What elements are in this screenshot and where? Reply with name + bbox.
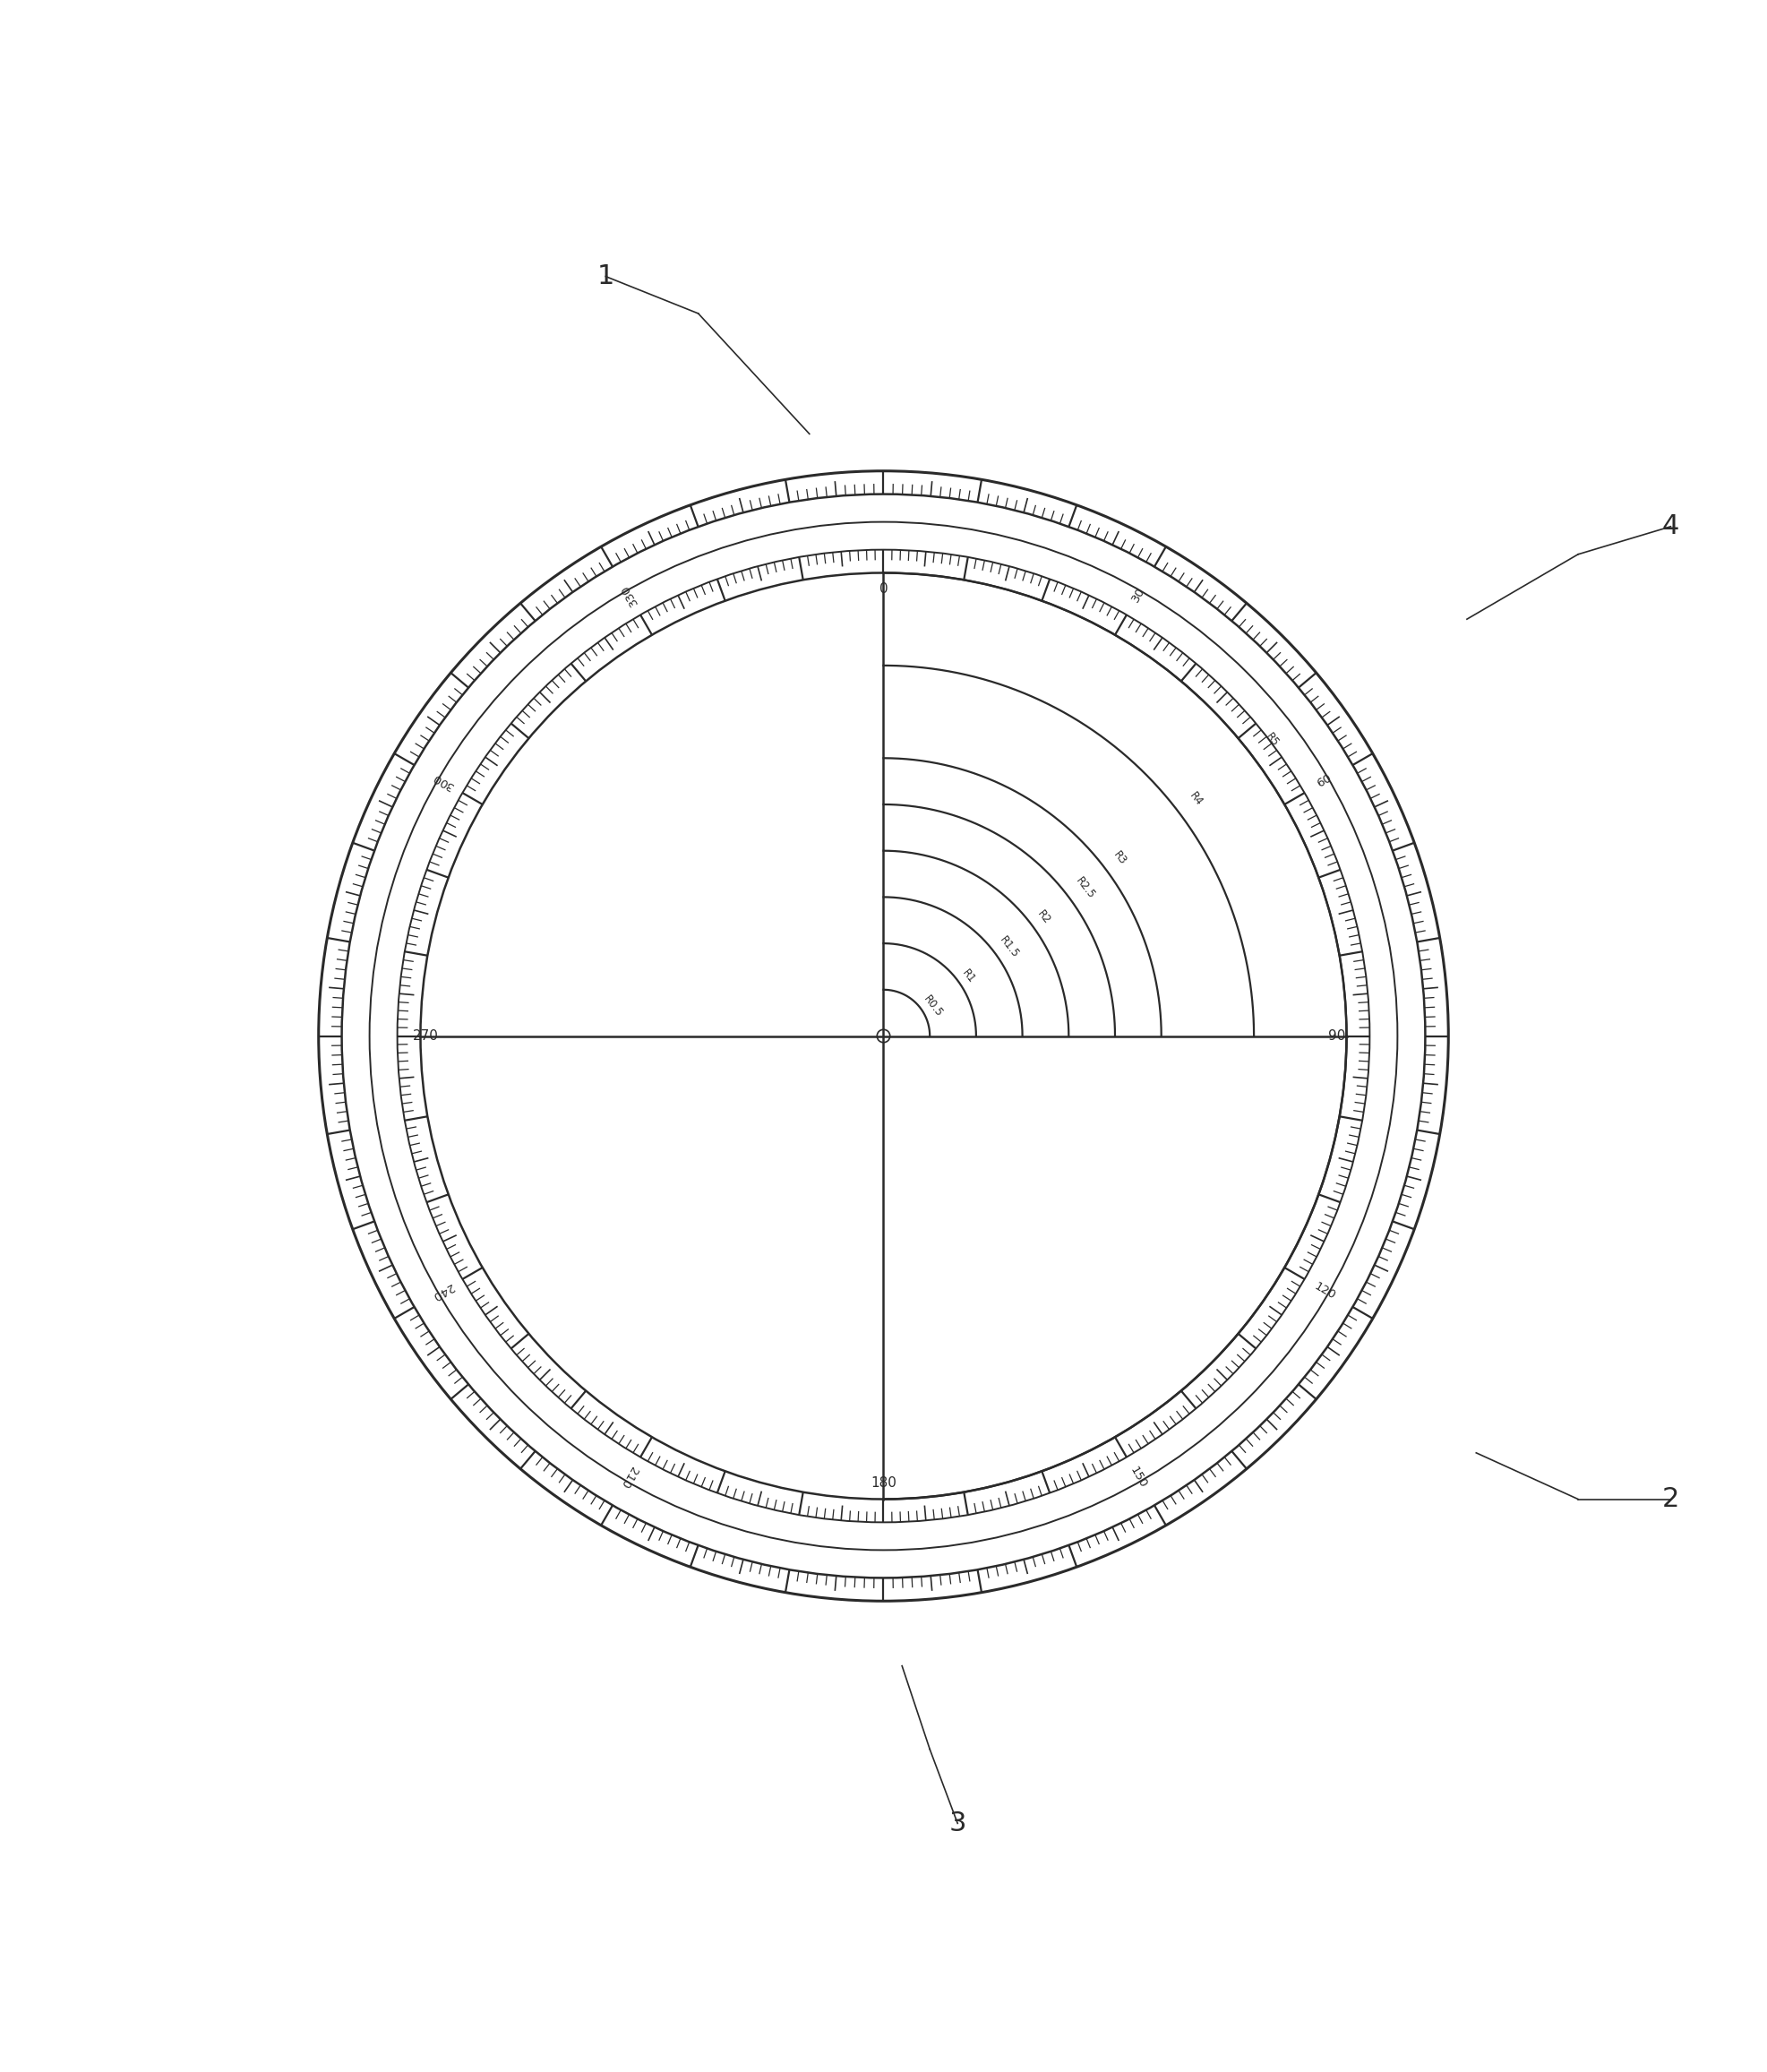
Text: 2: 2 bbox=[1663, 1486, 1679, 1513]
Text: 30: 30 bbox=[1129, 584, 1147, 605]
Text: 90: 90 bbox=[1329, 1030, 1345, 1042]
Text: 120: 120 bbox=[1311, 1280, 1338, 1301]
Text: R2.5: R2.5 bbox=[1073, 874, 1097, 901]
Text: R1.5: R1.5 bbox=[997, 934, 1021, 959]
Text: R4: R4 bbox=[1187, 789, 1205, 808]
Text: R3: R3 bbox=[1111, 850, 1129, 866]
Text: 3: 3 bbox=[949, 1811, 967, 1836]
Text: 300: 300 bbox=[429, 771, 456, 792]
Text: R5: R5 bbox=[1263, 731, 1281, 748]
Text: R1: R1 bbox=[959, 968, 977, 986]
Text: 210: 210 bbox=[618, 1465, 640, 1490]
Text: 60: 60 bbox=[1315, 773, 1334, 789]
Text: R2: R2 bbox=[1035, 908, 1053, 926]
Text: 0: 0 bbox=[880, 582, 887, 597]
Text: 4: 4 bbox=[1663, 514, 1679, 539]
Text: 240: 240 bbox=[429, 1280, 456, 1301]
Text: 180: 180 bbox=[871, 1475, 896, 1490]
Text: 1: 1 bbox=[597, 263, 615, 290]
Text: 330: 330 bbox=[618, 582, 640, 607]
Text: 270: 270 bbox=[413, 1030, 438, 1042]
Text: 150: 150 bbox=[1127, 1465, 1149, 1490]
Text: R0.5: R0.5 bbox=[921, 992, 945, 1019]
